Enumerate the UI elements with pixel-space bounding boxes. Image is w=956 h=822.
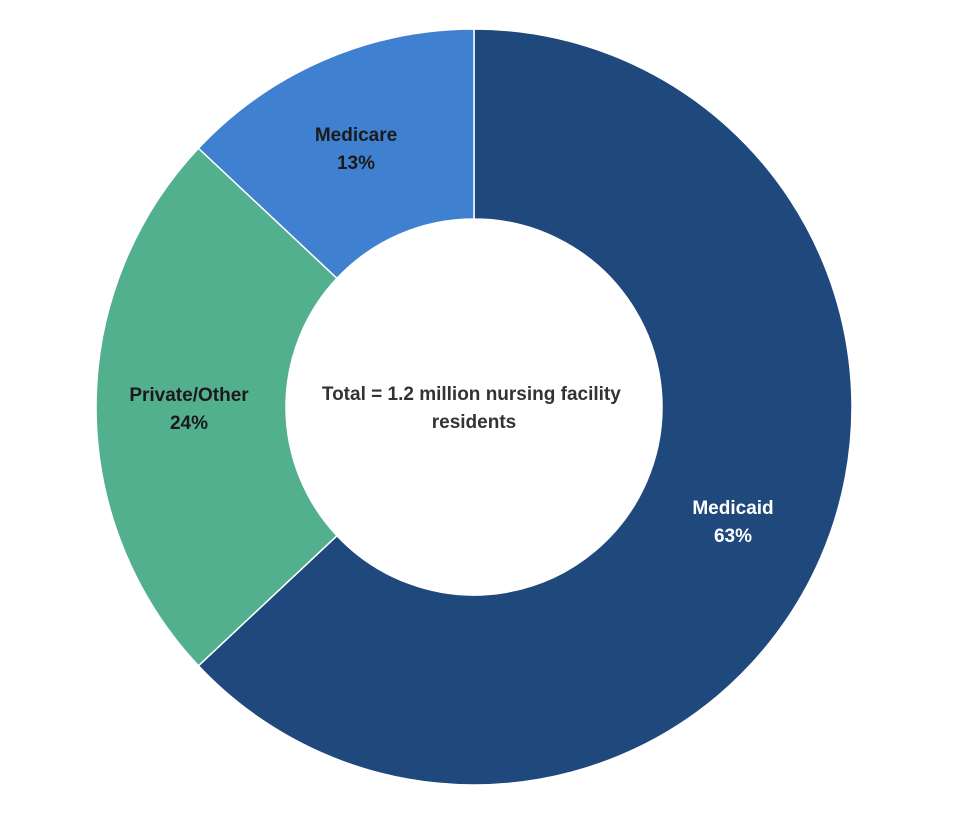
slice-name-medicaid: Medicaid xyxy=(692,498,773,519)
slice-label-private-other: Private/Other 24% xyxy=(129,385,249,434)
slice-name-private-other: Private/Other xyxy=(129,385,249,406)
slice-medicare xyxy=(197,28,475,280)
slice-value-private-other: 24% xyxy=(170,413,208,434)
slice-label-medicare: Medicare 13% xyxy=(315,125,397,174)
center-total-label: Total = 1.2 million nursing facility res… xyxy=(322,384,626,433)
slice-label-medicaid: Medicaid 63% xyxy=(692,498,773,547)
slice-name-medicare: Medicare xyxy=(315,125,397,146)
center-total-line-2: residents xyxy=(432,412,516,433)
slice-value-medicare: 13% xyxy=(337,153,375,174)
slice-private-other xyxy=(95,147,339,667)
donut-slices xyxy=(95,28,853,786)
slice-value-medicaid: 63% xyxy=(714,526,752,547)
slice-medicaid xyxy=(197,28,853,786)
center-total-line-1: Total = 1.2 million nursing facility xyxy=(322,384,621,405)
slice-labels: Medicaid 63% Private/Other 24% Medicare 13% xyxy=(129,125,773,547)
